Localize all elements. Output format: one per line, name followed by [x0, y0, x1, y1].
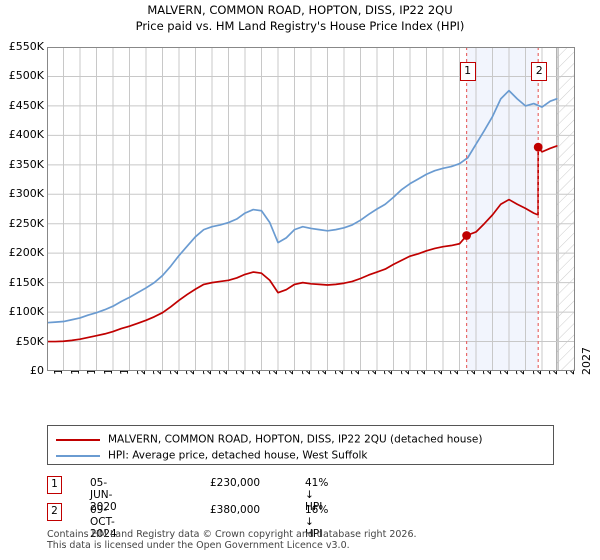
marker-callout-1: 1 [459, 62, 476, 81]
y-axis-tick-label: £400K [8, 128, 44, 142]
legend-swatch-hpi [56, 454, 100, 457]
plot-svg [47, 47, 575, 371]
x-axis-tick-label: 2027 [580, 347, 593, 375]
forecast-hatch-region [556, 47, 575, 371]
legend-label-property: MALVERN, COMMON ROAD, HOPTON, DISS, IP22… [108, 433, 483, 446]
y-axis-tick-label: £250K [8, 216, 44, 230]
plot-area [47, 47, 575, 371]
y-axis-tick-label: £100K [8, 305, 44, 319]
attribution-footer: Contains HM Land Registry data © Crown c… [47, 529, 587, 551]
y-axis-tick-label: £200K [8, 246, 44, 260]
y-axis-tick-label: £50K [15, 334, 44, 348]
footer-line-2: This data is licensed under the Open Gov… [47, 540, 350, 551]
transaction-markers [462, 47, 543, 371]
y-axis-tick-label: £300K [8, 187, 44, 201]
legend-swatch-property [56, 438, 100, 441]
transaction-index-1: 1 [47, 476, 62, 494]
chart-title-line-2: Price paid vs. HM Land Registry's House … [135, 19, 465, 33]
footer-line-1: Contains HM Land Registry data © Crown c… [47, 529, 417, 540]
transaction-hpi-delta-1: 41% ↓ HPI [305, 477, 329, 513]
legend-label-hpi: HPI: Average price, detached house, West… [108, 449, 368, 462]
transaction-date-2: 09-OCT-2024 [90, 504, 117, 540]
chart-title: MALVERN, COMMON ROAD, HOPTON, DISS, IP22… [0, 2, 600, 34]
transaction-price-2: £380,000 [210, 504, 261, 516]
y-axis-tick-label: £150K [8, 275, 44, 289]
chart-legend: MALVERN, COMMON ROAD, HOPTON, DISS, IP22… [47, 425, 554, 465]
y-axis-tick-label: £500K [8, 69, 44, 83]
transaction-price-1: £230,000 [210, 477, 261, 489]
y-axis-tick-label: £0 [30, 364, 44, 377]
marker-callout-2: 2 [531, 62, 548, 81]
legend-item-hpi: HPI: Average price, detached house, West… [56, 445, 368, 462]
y-axis-tick-label: £350K [8, 157, 44, 171]
y-axis-tick-label: £450K [8, 98, 44, 112]
data-series [47, 89, 558, 343]
transaction-hpi-delta-2: 16% ↓ HPI [305, 504, 329, 540]
legend-item-property: MALVERN, COMMON ROAD, HOPTON, DISS, IP22… [56, 429, 483, 446]
transaction-date-1: 05-JUN-2020 [90, 477, 117, 513]
chart-title-line-1: MALVERN, COMMON ROAD, HOPTON, DISS, IP22… [147, 3, 453, 17]
y-axis-tick-label: £550K [8, 40, 44, 53]
transaction-index-2: 2 [47, 503, 62, 521]
grid-lines [47, 47, 575, 371]
